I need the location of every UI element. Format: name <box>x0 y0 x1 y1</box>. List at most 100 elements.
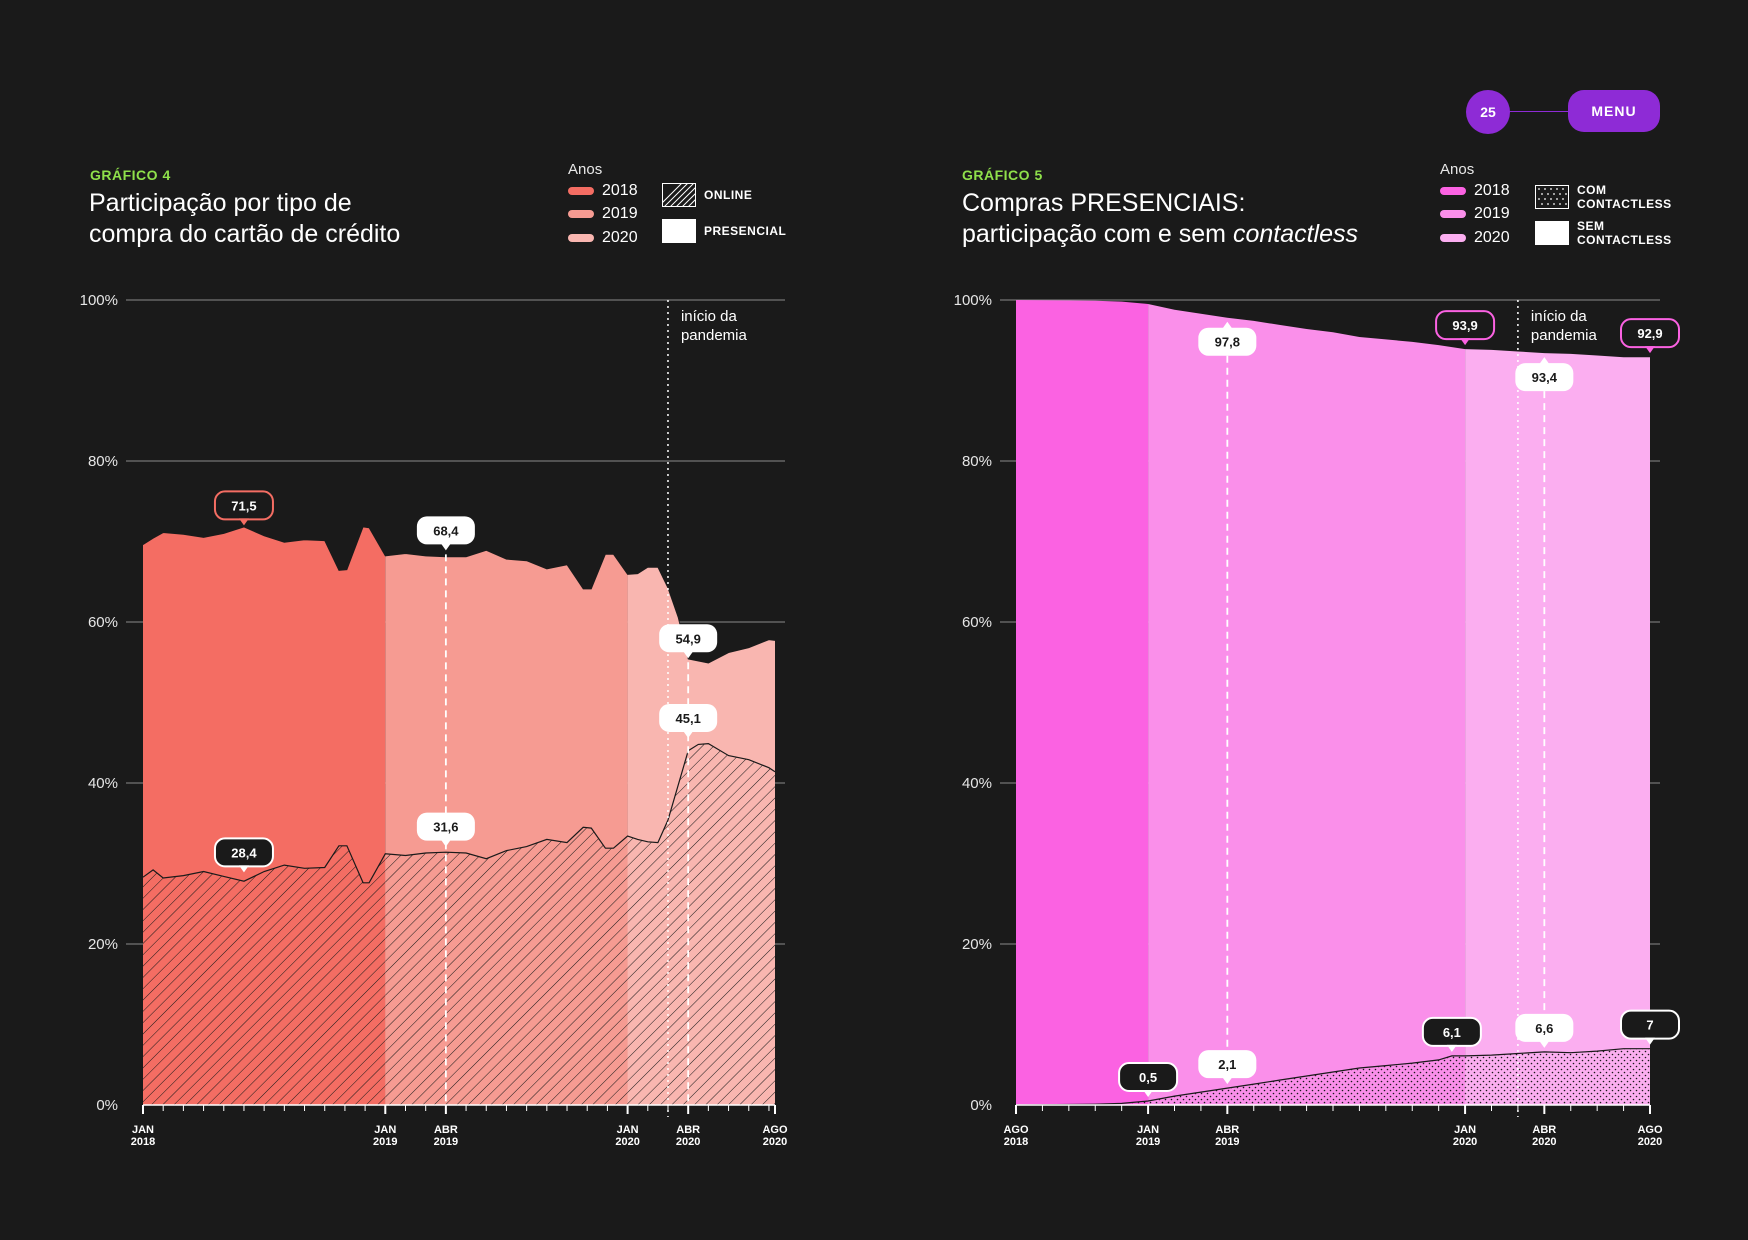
year-band <box>143 527 386 1105</box>
callout-value: 31,6 <box>433 820 458 835</box>
legend-year-label: 2018 <box>602 182 638 199</box>
top-area-sem-contactless <box>1465 349 1650 1105</box>
chart4-legend-2020: 2020 <box>568 229 638 247</box>
callout: 71,5 <box>213 490 274 526</box>
chart4-label: GRÁFICO 4 <box>90 167 171 183</box>
legend-sem-contactless-label: SEM CONTACTLESS <box>1577 219 1672 247</box>
chart4-plot: 0%20%40%60%80%100%JAN2018JAN2019ABR2019J… <box>80 292 788 1148</box>
x-tick-label-year: 2019 <box>373 1136 397 1148</box>
callout-pointer <box>238 865 249 873</box>
callout-pointer <box>1460 338 1471 346</box>
pandemic-label-line2: pandemia <box>681 327 748 344</box>
legend-contactless-word: CONTACTLESS <box>1577 233 1672 247</box>
callout-value: 6,1 <box>1443 1025 1461 1040</box>
y-tick-label: 60% <box>88 614 118 631</box>
chart4-legend-title: Anos <box>568 161 603 178</box>
chart5-plot: 0%20%40%60%80%100%AGO2018JAN2019ABR2019J… <box>954 292 1680 1148</box>
chart4-title-line2: compra do cartão de crédito <box>89 220 401 248</box>
callout: 54,9 <box>659 624 718 659</box>
callout: 45,1 <box>659 703 718 738</box>
x-tick-label-year: 2020 <box>615 1136 639 1148</box>
menu-button[interactable]: MENU <box>1568 90 1660 132</box>
y-tick-label: 40% <box>962 775 992 792</box>
callout-pointer <box>1222 321 1233 329</box>
callout: 68,4 <box>416 516 475 551</box>
chart4-legend-2018: 2018 <box>568 182 638 200</box>
bottom-area-com-contactless <box>1148 1055 1466 1105</box>
chart5-title-line2-b: contactless <box>1232 220 1359 248</box>
x-tick-label-month: ABR <box>434 1124 458 1136</box>
bottom-area-com-contactless <box>1465 1048 1650 1105</box>
callout-value: 6,6 <box>1535 1021 1553 1036</box>
legend-swatch-2020 <box>1440 234 1466 242</box>
callout: 93,9 <box>1435 310 1496 346</box>
y-tick-label: 0% <box>96 1097 118 1114</box>
y-tick-label: 20% <box>962 936 992 953</box>
x-tick-label-month: ABR <box>1215 1124 1239 1136</box>
callout-value: 2,1 <box>1218 1057 1236 1072</box>
legend-presencial-label: PRESENCIAL <box>704 224 787 238</box>
legend-com-contactless-label: COM CONTACTLESS <box>1577 183 1672 211</box>
chart5-legend-com-contactless: COM CONTACTLESS <box>1535 183 1672 211</box>
callout-box <box>416 812 475 841</box>
callout: 28,4 <box>213 837 274 873</box>
chart4-legend-2019: 2019 <box>568 205 638 223</box>
x-tick-label-year: 2020 <box>1453 1136 1477 1148</box>
y-tick-label: 80% <box>88 453 118 470</box>
callout-pointer <box>1645 346 1655 354</box>
callout-pointer <box>1539 357 1550 365</box>
x-tick-label-year: 2019 <box>434 1136 458 1148</box>
callout-box <box>1198 1050 1257 1079</box>
chart4-legend-presencial: PRESENCIAL <box>662 219 786 243</box>
callout: 2,1 <box>1198 1050 1257 1085</box>
callout-box <box>659 703 718 732</box>
legend-contactless-word: CONTACTLESS <box>1577 197 1672 211</box>
y-tick-label: 100% <box>80 292 118 309</box>
page-navigation: 25 MENU <box>1466 90 1660 134</box>
legend-swatch-2019 <box>1440 210 1466 218</box>
x-tick-label-month: JAN <box>132 1124 154 1136</box>
legend-year-label: 2020 <box>602 229 638 246</box>
x-tick-label-month: AGO <box>1637 1124 1663 1136</box>
callout-box <box>1515 363 1574 392</box>
x-tick-label-month: JAN <box>1137 1124 1159 1136</box>
callout-pointer <box>238 518 249 526</box>
solid-white-swatch-icon <box>1535 221 1569 245</box>
bottom-series-line <box>142 742 776 884</box>
callout-box <box>659 624 718 653</box>
bottom-area-online <box>143 845 386 1105</box>
callout-box <box>1198 327 1257 356</box>
y-tick-label: 0% <box>970 1097 992 1114</box>
legend-swatch-2018 <box>568 187 594 195</box>
callout-pointer <box>683 730 694 738</box>
callout-pointer <box>1645 1037 1655 1045</box>
callout: 0,5 <box>1118 1061 1179 1097</box>
callout-value: 7 <box>1646 1018 1653 1033</box>
callout-pointer <box>1539 1040 1550 1048</box>
callout: 6,1 <box>1421 1016 1482 1052</box>
top-series-line <box>142 526 776 664</box>
callout-pointer <box>1446 1044 1457 1052</box>
nav-connector-line <box>1506 111 1586 112</box>
pandemic-label-line2: pandemia <box>1531 327 1598 344</box>
x-tick-label-month: AGO <box>762 1124 788 1136</box>
x-tick-label-year: 2020 <box>763 1136 787 1148</box>
page-number-badge[interactable]: 25 <box>1466 90 1510 134</box>
x-tick-label-month: JAN <box>1454 1124 1476 1136</box>
pandemic-label-line1: início da <box>1531 308 1588 325</box>
callout-box <box>416 516 475 545</box>
x-tick-label-year: 2019 <box>1215 1136 1239 1148</box>
bottom-area-online <box>627 743 775 1105</box>
chart5-title: Compras PRESENCIAIS: participação com e … <box>962 188 1358 250</box>
legend-sem-word: SEM <box>1577 219 1605 233</box>
x-tick-label-month: AGO <box>1003 1124 1029 1136</box>
solid-white-swatch-icon <box>662 219 696 243</box>
callout-value: 45,1 <box>676 711 701 726</box>
x-tick-label-month: ABR <box>676 1124 700 1136</box>
legend-year-label: 2019 <box>1474 205 1510 222</box>
chart5-legend-title: Anos <box>1440 161 1475 178</box>
y-tick-label: 60% <box>962 614 992 631</box>
callout-value: 54,9 <box>676 631 701 646</box>
legend-year-label: 2020 <box>1474 229 1510 246</box>
